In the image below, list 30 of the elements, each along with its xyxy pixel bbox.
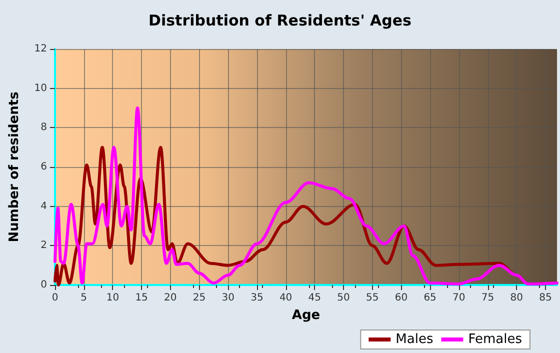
x-tick-label: 45 — [308, 292, 322, 304]
x-tick-label: 5 — [80, 292, 88, 304]
x-tick-label: 15 — [135, 292, 148, 304]
y-axis-title: Number of residents — [7, 91, 22, 242]
x-tick-label: 40 — [279, 292, 292, 304]
x-tick-label: 85 — [539, 292, 552, 304]
y-tick-label: 8 — [40, 122, 47, 134]
x-tick-label: 75 — [481, 292, 494, 304]
y-tick-label: 4 — [40, 200, 47, 212]
x-tick-label: 65 — [424, 292, 436, 304]
x-tick-label: 35 — [250, 292, 264, 304]
x-tick-label: 10 — [106, 292, 120, 304]
legend-label: Males — [396, 332, 434, 347]
chart-title: Distribution of Residents' Ages — [148, 12, 412, 30]
x-tick-label: 20 — [164, 292, 177, 304]
x-tick-label: 55 — [366, 292, 379, 304]
x-tick-label: 80 — [510, 292, 523, 304]
x-tick-label: 70 — [452, 292, 466, 304]
x-tick-label: 30 — [222, 292, 234, 304]
x-tick-label: 25 — [192, 292, 206, 304]
y-tick-label: 10 — [34, 82, 47, 94]
legend-label: Females — [468, 332, 522, 347]
y-tick-label: 12 — [34, 44, 47, 54]
x-tick-label: 0 — [52, 292, 58, 304]
x-axis-title: Age — [292, 308, 320, 323]
x-tick-label: 60 — [394, 292, 408, 304]
y-tick-label: 6 — [40, 162, 47, 172]
y-tick-label: 2 — [40, 240, 47, 252]
x-tick-label: 50 — [337, 292, 350, 304]
y-tick-label: 0 — [40, 280, 47, 290]
